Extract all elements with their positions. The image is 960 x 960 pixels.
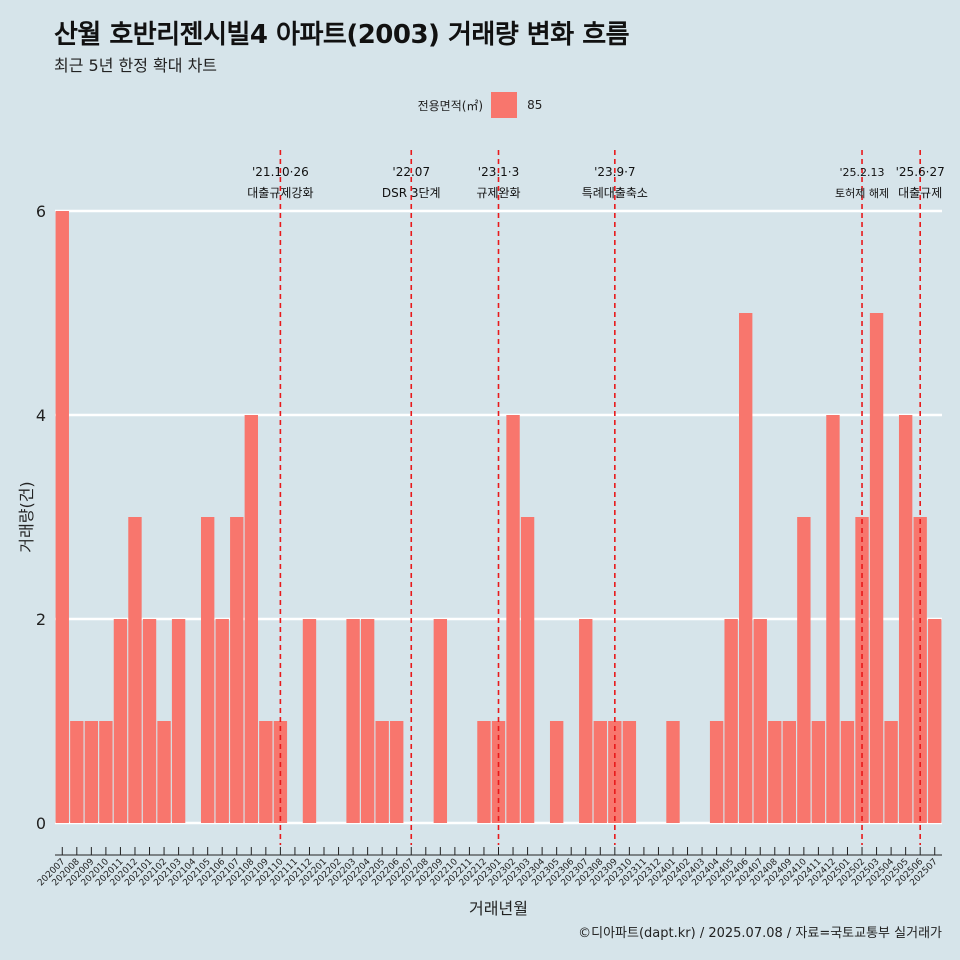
- bar: [579, 619, 593, 823]
- chart-subtitle: 최근 5년 한정 확대 차트: [54, 56, 218, 75]
- y-tick-label: 2: [36, 610, 46, 629]
- y-tick-label: 6: [36, 202, 46, 221]
- bar: [375, 721, 389, 823]
- bar: [99, 721, 113, 823]
- event-label-desc: 대출규제: [898, 186, 942, 200]
- y-tick-label: 4: [36, 406, 46, 425]
- bar: [200, 517, 215, 823]
- event-label-desc: 특례대출축소: [582, 186, 648, 200]
- bar: [826, 415, 840, 823]
- bar: [884, 721, 898, 823]
- bar: [768, 721, 782, 823]
- bar: [840, 721, 855, 823]
- y-tick-label: 0: [36, 814, 46, 833]
- bar: [666, 721, 680, 823]
- bar: [390, 721, 404, 823]
- bar: [230, 517, 244, 823]
- bar: [898, 415, 913, 823]
- bar: [84, 721, 99, 823]
- legend-item-label: 85: [527, 98, 543, 112]
- x-axis-title: 거래년월: [469, 899, 528, 918]
- event-label-desc: 규제완화: [476, 186, 520, 200]
- bar: [346, 619, 360, 823]
- event-label-date: '25.2.13: [840, 166, 885, 179]
- bar: [928, 619, 942, 823]
- y-axis-title: 거래량(건): [17, 481, 36, 552]
- event-label-date: '22.07: [392, 165, 430, 179]
- bar: [724, 619, 738, 823]
- bar: [477, 721, 491, 823]
- bar: [302, 619, 317, 823]
- bar: [753, 619, 767, 823]
- bar: [360, 619, 375, 823]
- bar: [128, 517, 142, 823]
- bar: [433, 619, 448, 823]
- event-label-desc: 토허제 해제: [835, 186, 889, 200]
- bar: [855, 517, 869, 823]
- bar: [739, 313, 753, 823]
- bar: [709, 721, 724, 823]
- bar: [259, 721, 273, 823]
- source-caption: ©디아파트(dapt.kr) / 2025.07.08 / 자료=국토교통부 실…: [578, 926, 942, 941]
- bar: [113, 619, 128, 823]
- bar: [593, 721, 607, 823]
- bar: [244, 415, 258, 823]
- legend-title: 전용면적(㎡): [417, 98, 484, 113]
- legend-color-key: [491, 92, 518, 118]
- event-label-date: '25.6·27: [896, 165, 945, 179]
- bar: [520, 517, 535, 823]
- bar: [797, 517, 811, 823]
- bar: [142, 619, 157, 823]
- event-label-date: '23.9·7: [594, 165, 635, 179]
- bar: [157, 721, 171, 823]
- bar: [913, 517, 927, 823]
- bar: [869, 313, 884, 823]
- bar: [506, 415, 520, 823]
- event-label-date: '21.10·26: [252, 165, 309, 179]
- bar: [811, 721, 826, 823]
- bar: [549, 721, 564, 823]
- chart-title: 산월 호반리젠시빌4 아파트(2003) 거래량 변화 흐름: [54, 20, 630, 50]
- bar: [55, 211, 69, 823]
- event-label-desc: DSR 3단계: [382, 186, 441, 200]
- legend: 전용면적(㎡) 85: [0, 92, 960, 118]
- bar: [70, 721, 84, 823]
- bar: [171, 619, 186, 823]
- event-label-date: '23.1·3: [478, 165, 519, 179]
- bar: [622, 721, 637, 823]
- event-label-desc: 대출규제강화: [247, 186, 313, 200]
- bar: [782, 721, 797, 823]
- bar: [215, 619, 229, 823]
